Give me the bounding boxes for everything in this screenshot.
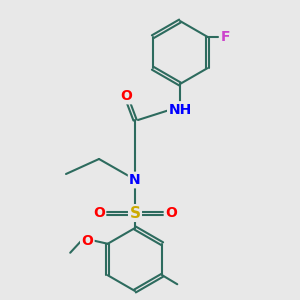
Text: O: O xyxy=(165,206,177,220)
Text: O: O xyxy=(93,206,105,220)
Text: NH: NH xyxy=(168,103,192,116)
Text: O: O xyxy=(81,234,93,248)
Text: N: N xyxy=(129,173,141,187)
Text: O: O xyxy=(120,89,132,103)
Text: F: F xyxy=(220,30,230,44)
Text: S: S xyxy=(130,206,140,220)
